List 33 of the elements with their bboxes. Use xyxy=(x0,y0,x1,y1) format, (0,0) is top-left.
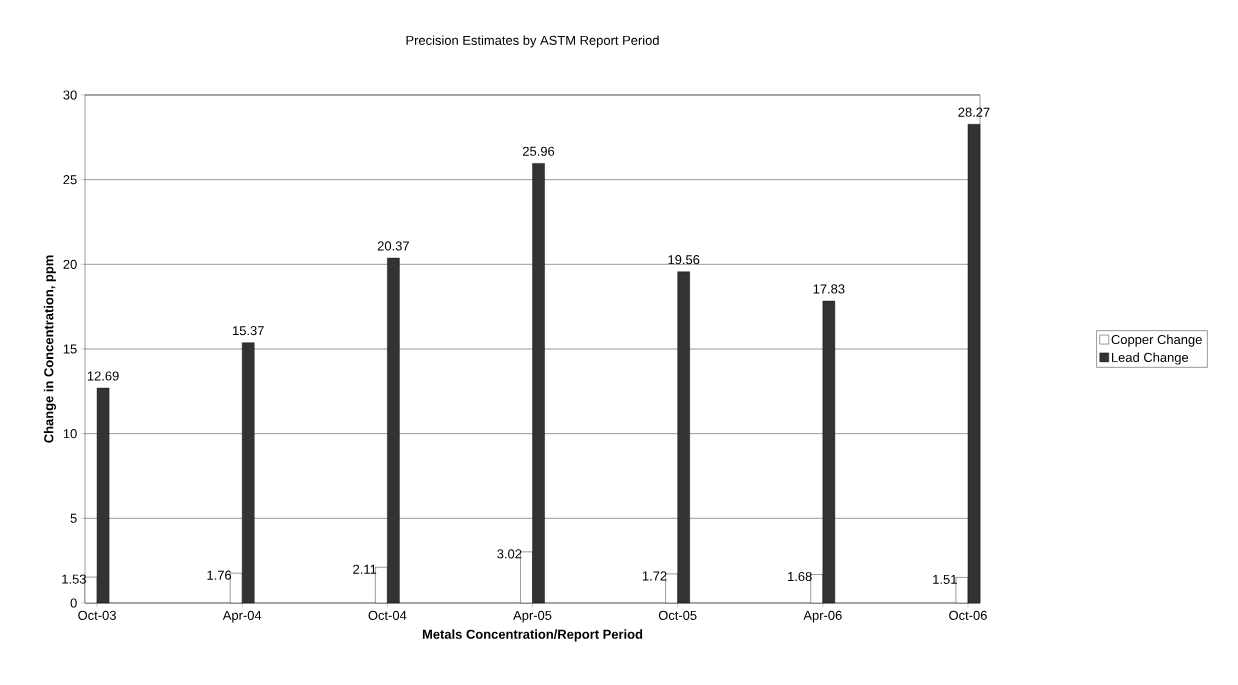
x-tick-label: Apr-04 xyxy=(222,610,262,623)
x-tick-label: Oct-05 xyxy=(658,610,697,620)
x-tick-label: Apr-05 xyxy=(513,610,552,623)
data-label: 2.11 xyxy=(353,564,377,574)
y-axis-title: Change in Concentration, ppm xyxy=(43,255,56,443)
data-label: 1.72 xyxy=(642,571,667,581)
y-tick-label: 5 xyxy=(70,513,77,523)
y-tick-label: 20 xyxy=(63,259,77,269)
data-label: 19.56 xyxy=(668,255,700,265)
x-tick-label: Oct-03 xyxy=(78,610,116,620)
y-tick-label: 15 xyxy=(63,344,77,354)
data-label: 20.37 xyxy=(377,241,409,251)
y-tick-label: 25 xyxy=(63,175,77,185)
legend-label: Copper Change xyxy=(1111,334,1202,347)
data-label: 1.68 xyxy=(788,571,812,582)
chart-title: Precision Estimates by ASTM Report Period xyxy=(406,35,659,48)
data-label: 1.51 xyxy=(933,574,957,584)
data-label: 12.69 xyxy=(87,371,119,381)
x-axis-title: Metals Concentration/Report Period xyxy=(422,629,643,642)
x-tick-label: Apr-06 xyxy=(803,610,842,623)
y-tick-label: 10 xyxy=(63,429,77,439)
y-tick-label: 30 xyxy=(63,90,77,100)
data-label: 17.83 xyxy=(813,284,845,294)
data-label: 3.02 xyxy=(497,549,522,559)
data-label: 1.76 xyxy=(207,570,232,580)
data-label: 15.37 xyxy=(233,326,264,336)
y-tick-label: 0 xyxy=(70,598,77,608)
legend-label: Lead Change xyxy=(1112,352,1189,365)
data-label: 25.96 xyxy=(522,146,555,156)
data-label: 1.53 xyxy=(62,574,86,584)
x-tick-label: Oct-06 xyxy=(949,610,987,620)
data-label: 28.27 xyxy=(958,107,990,117)
x-tick-label: Oct-04 xyxy=(368,610,407,620)
